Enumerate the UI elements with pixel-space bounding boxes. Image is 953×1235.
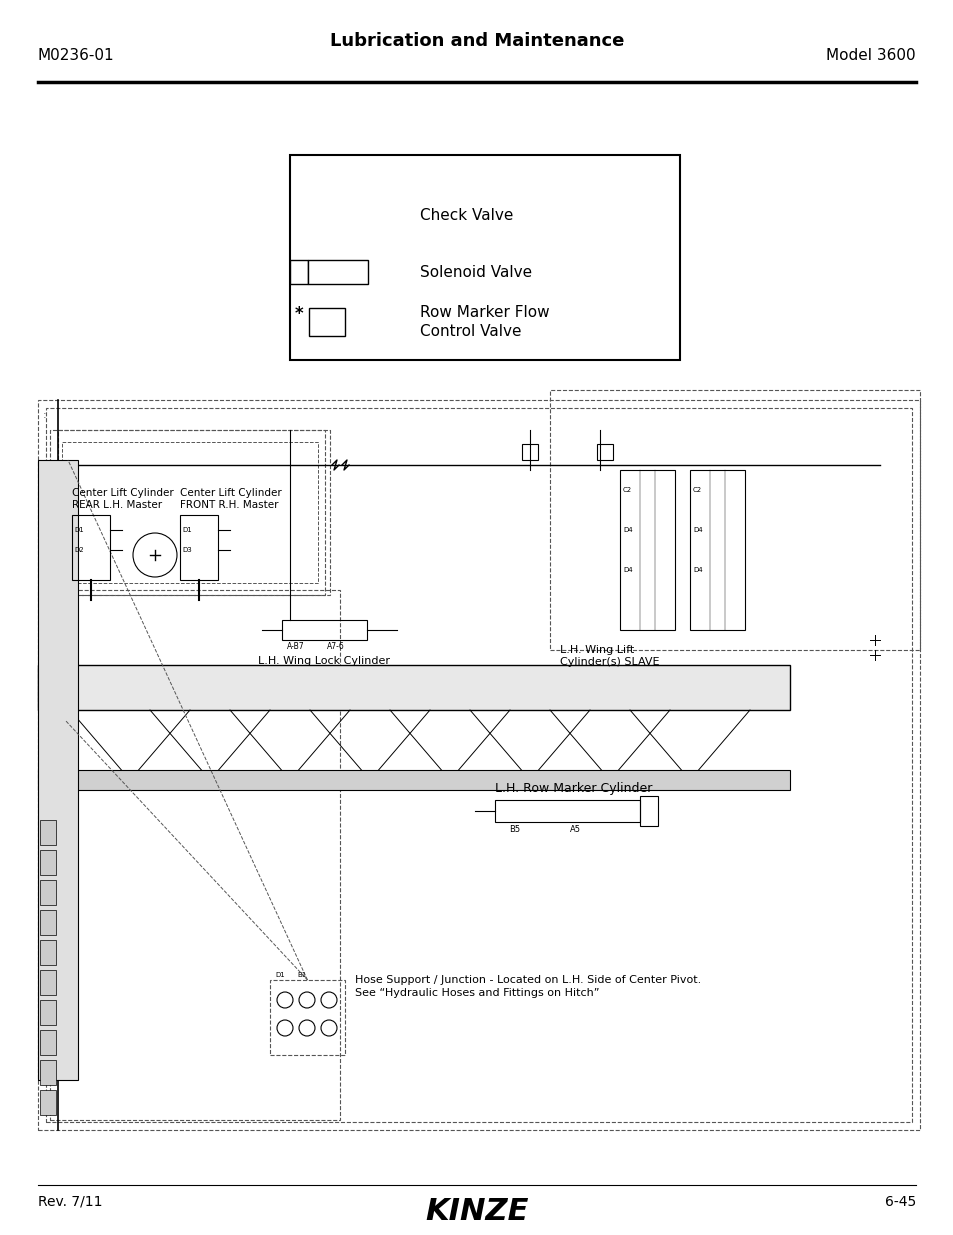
Text: D4: D4 (692, 567, 702, 573)
Bar (282, 620, 367, 640)
Bar (58, 430, 325, 595)
Bar (46, 408, 911, 1123)
Text: M0236-01: M0236-01 (38, 48, 114, 63)
Bar (40, 940, 56, 965)
Bar (619, 471, 675, 630)
Text: Solenoid Valve: Solenoid Valve (419, 264, 532, 279)
Text: Hose Support / Junction - Located on L.H. Side of Center Pivot.
See “Hydraulic H: Hose Support / Junction - Located on L.H… (355, 974, 700, 998)
Text: L.H. Row Marker Cylinder: L.H. Row Marker Cylinder (495, 782, 652, 795)
Text: D1: D1 (274, 972, 284, 978)
Bar (308, 261, 368, 284)
Bar (38, 769, 789, 790)
Bar (71, 515, 110, 580)
Bar (689, 471, 744, 630)
Text: D2: D2 (74, 547, 84, 553)
Bar (40, 1091, 56, 1115)
Bar (550, 390, 919, 650)
Bar (270, 981, 345, 1055)
Text: B5: B5 (509, 825, 520, 834)
Text: Center Lift Cylinder
FRONT R.H. Master: Center Lift Cylinder FRONT R.H. Master (180, 488, 281, 510)
Text: L.H. Wing Lift
Cylinder(s) SLAVE: L.H. Wing Lift Cylinder(s) SLAVE (559, 645, 659, 667)
Text: D3: D3 (182, 547, 192, 553)
Bar (38, 400, 919, 1130)
Bar (40, 910, 56, 935)
Bar (40, 820, 56, 845)
Bar (40, 881, 56, 905)
Bar (521, 445, 537, 459)
Bar (50, 590, 339, 1120)
Text: Row Marker Flow
Control Valve: Row Marker Flow Control Valve (419, 305, 549, 340)
Bar (38, 664, 789, 710)
Bar (309, 308, 345, 336)
Bar (290, 156, 679, 359)
Text: D1: D1 (74, 527, 84, 534)
Text: *: * (294, 305, 303, 324)
Bar (40, 969, 56, 995)
Text: C2: C2 (692, 487, 701, 493)
Text: Check Valve: Check Valve (419, 207, 513, 222)
Text: Lubrication and Maintenance: Lubrication and Maintenance (330, 32, 623, 49)
Bar (40, 1030, 56, 1055)
Text: Model 3600: Model 3600 (825, 48, 915, 63)
Bar (40, 850, 56, 876)
Text: A7-6: A7-6 (327, 642, 344, 651)
Text: D4: D4 (692, 527, 702, 534)
Text: A5: A5 (569, 825, 579, 834)
Text: +: + (334, 267, 341, 277)
Bar (62, 442, 317, 583)
Bar (40, 1060, 56, 1086)
Text: A-B7: A-B7 (287, 642, 304, 651)
Bar (180, 515, 218, 580)
Bar (40, 1000, 56, 1025)
Text: C2: C2 (622, 487, 632, 493)
Bar (50, 430, 330, 595)
Bar (38, 459, 78, 1079)
Text: 6-45: 6-45 (883, 1195, 915, 1209)
Text: L.H. Wing Lock Cylinder: L.H. Wing Lock Cylinder (258, 656, 390, 666)
Bar (597, 445, 613, 459)
Bar (639, 797, 658, 826)
Bar (290, 261, 308, 284)
Text: Center Lift Cylinder
REAR L.H. Master: Center Lift Cylinder REAR L.H. Master (71, 488, 173, 510)
Text: :: : (43, 410, 47, 420)
Text: D1: D1 (182, 527, 192, 534)
Text: KINZE: KINZE (425, 1197, 528, 1226)
Text: B1: B1 (296, 972, 306, 978)
Text: Rev. 7/11: Rev. 7/11 (38, 1195, 102, 1209)
Bar (495, 800, 639, 823)
Text: D4: D4 (622, 567, 632, 573)
Text: D4: D4 (622, 527, 632, 534)
